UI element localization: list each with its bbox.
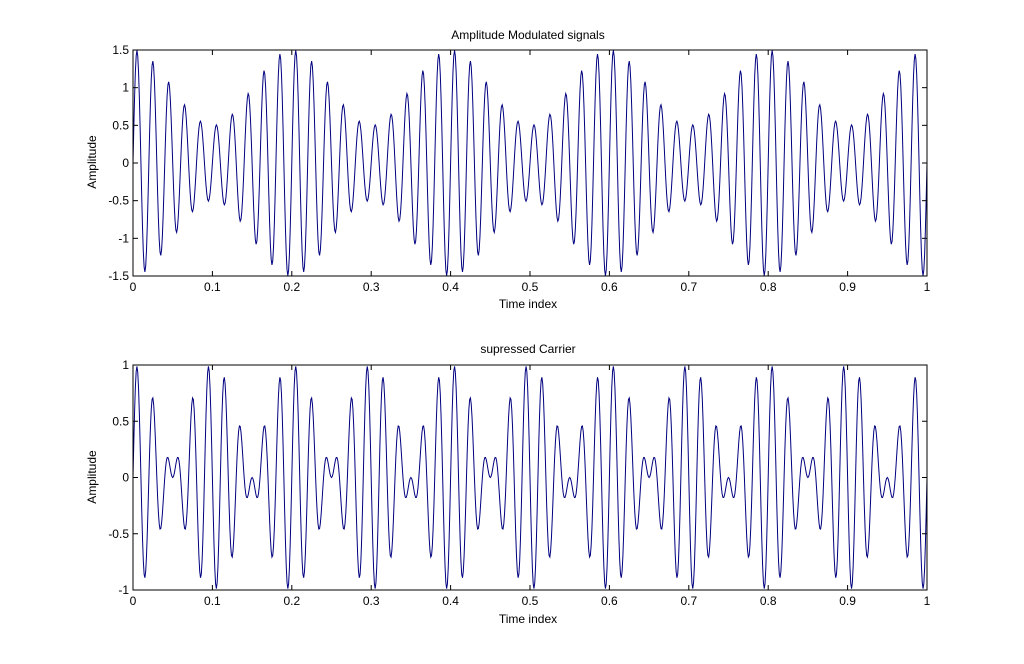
sc-x-tick-label: 0.5 xyxy=(522,594,539,608)
sc-x-tick-label: 0.3 xyxy=(363,594,380,608)
am-y-tick-label: -1 xyxy=(118,231,129,245)
sc-x-tick-label: 0.8 xyxy=(760,594,777,608)
sc-x-tick-label: 0.4 xyxy=(442,594,459,608)
am-x-tick-label: 0.6 xyxy=(601,280,618,294)
am-x-tick-label: 0.4 xyxy=(442,280,459,294)
am-y-tick-label: 1 xyxy=(122,81,129,95)
am-x-tick-label: 0.7 xyxy=(680,280,697,294)
am-x-tick-label: 0.8 xyxy=(760,280,777,294)
sc-x-tick-label: 0.2 xyxy=(283,594,300,608)
am-x-tick-label: 0.3 xyxy=(363,280,380,294)
am-y-tick-label: 0.5 xyxy=(112,118,129,132)
am-x-tick-label: 0.2 xyxy=(283,280,300,294)
sc-chart-title: supressed Carrier xyxy=(480,342,575,356)
sc-x-tick-label: 0 xyxy=(130,594,137,608)
sc-y-tick-label: 1 xyxy=(122,358,129,372)
am-x-tick-label: 0.5 xyxy=(522,280,539,294)
sc-x-tick-label: 0.1 xyxy=(204,594,221,608)
suppressed-carrier-panel: supressed Carrier Time index Amplitude 0… xyxy=(85,342,931,626)
sc-x-tick-label: 0.7 xyxy=(680,594,697,608)
sc-y-tick-label: 0 xyxy=(122,471,129,485)
am-y-axis-label: Amplitude xyxy=(85,135,99,189)
am-y-tick-label: 0 xyxy=(122,156,129,170)
sc-y-tick-label: -1 xyxy=(118,583,129,597)
am-x-tick-label: 0.1 xyxy=(204,280,221,294)
sc-y-axis-label: Amplitude xyxy=(85,450,99,504)
sc-x-tick-label: 1 xyxy=(924,594,931,608)
am-x-tick-label: 1 xyxy=(924,280,931,294)
sc-y-tick-label: -0.5 xyxy=(108,527,129,541)
am-series-line xyxy=(132,50,928,276)
am-y-tick-label: 1.5 xyxy=(112,43,129,57)
sc-series-line xyxy=(132,366,928,589)
am-x-tick-label: 0.9 xyxy=(839,280,856,294)
sc-y-tick-label: 0.5 xyxy=(112,414,129,428)
sc-x-tick-label: 0.9 xyxy=(839,594,856,608)
am-x-tick-label: 0 xyxy=(130,280,137,294)
sc-x-axis-label: Time index xyxy=(499,612,557,626)
am-chart-title: Amplitude Modulated signals xyxy=(451,28,604,42)
am-x-axis-label: Time index xyxy=(499,297,557,311)
sc-x-tick-label: 0.6 xyxy=(601,594,618,608)
am-signal-panel: Amplitude Modulated signals Time index A… xyxy=(85,28,931,311)
am-y-tick-label: -0.5 xyxy=(108,194,129,208)
am-y-tick-label: -1.5 xyxy=(108,269,129,283)
